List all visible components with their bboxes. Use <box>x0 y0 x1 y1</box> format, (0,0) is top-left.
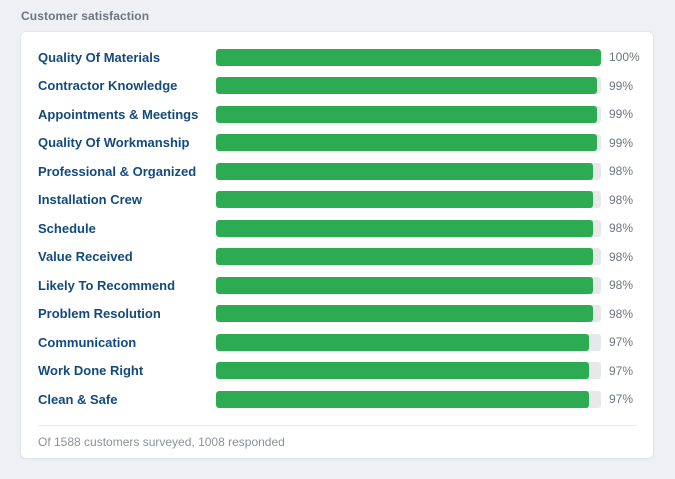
value-label: 98% <box>609 164 634 179</box>
footer-divider <box>38 424 637 426</box>
value-label: 98% <box>609 192 634 207</box>
value-label: 97% <box>609 363 634 378</box>
bar-track <box>216 77 601 95</box>
bar[interactable] <box>216 362 590 380</box>
bar[interactable] <box>216 219 594 237</box>
bar-row: Value Received 98% <box>38 243 637 272</box>
category-label: Schedule <box>38 220 96 236</box>
bar[interactable] <box>216 191 594 209</box>
bar-track <box>216 276 601 294</box>
value-label: 98% <box>609 221 634 236</box>
category-label: Appointments & Meetings <box>38 106 199 122</box>
category-label: Quality Of Materials <box>38 49 161 65</box>
value-label: 99% <box>609 78 634 93</box>
category-label: Installation Crew <box>38 192 143 208</box>
bar-track <box>216 248 601 266</box>
bar-row: Clean & Safe 97% <box>38 385 637 414</box>
bar-track <box>216 219 601 237</box>
category-label: Contractor Knowledge <box>38 78 178 94</box>
bar-row: Appointments & Meetings 99% <box>38 100 637 129</box>
bar[interactable] <box>216 305 594 323</box>
bar-track <box>216 362 601 380</box>
bar-row: Likely To Recommend 98% <box>38 271 637 300</box>
bar[interactable] <box>216 162 594 180</box>
bar[interactable] <box>216 248 594 266</box>
survey-note: Of 1588 customers surveyed, 1008 respond… <box>38 434 285 449</box>
bar-row: Problem Resolution 98% <box>38 300 637 329</box>
bar-track <box>216 191 601 209</box>
bar[interactable] <box>216 333 590 351</box>
bar-row: Professional & Organized 98% <box>38 157 637 186</box>
bar-row: Quality Of Workmanship 99% <box>38 129 637 158</box>
value-label: 98% <box>609 249 634 264</box>
satisfaction-chart-card: Quality Of Materials 100% Contractor Knowl… <box>20 31 654 459</box>
value-label: 99% <box>609 107 634 122</box>
bar[interactable] <box>216 77 598 95</box>
bar[interactable] <box>216 390 590 408</box>
bar[interactable] <box>216 276 594 294</box>
bar-track <box>216 134 601 152</box>
category-label: Value Received <box>38 249 133 265</box>
bar-row: Communication 97% <box>38 328 637 357</box>
bar[interactable] <box>216 134 598 152</box>
bar-row: Contractor Knowledge 99% <box>38 72 637 101</box>
category-label: Quality Of Workmanship <box>38 135 190 151</box>
bar-track <box>216 162 601 180</box>
bar-track <box>216 105 601 123</box>
bar-row: Installation Crew 98% <box>38 186 637 215</box>
bar[interactable] <box>216 48 601 66</box>
page-title: Customer satisfaction <box>21 9 150 23</box>
bar-row: Quality Of Materials 100% <box>38 43 640 72</box>
value-label: 98% <box>609 306 634 321</box>
bar-track <box>216 390 601 408</box>
bar-row: Schedule 98% <box>38 214 637 243</box>
category-label: Work Done Right <box>38 363 144 379</box>
category-label: Communication <box>38 334 137 350</box>
category-label: Professional & Organized <box>38 163 197 179</box>
value-label: 99% <box>609 135 634 150</box>
value-label: 97% <box>609 392 634 407</box>
value-label: 97% <box>609 335 634 350</box>
bar-track <box>216 333 601 351</box>
category-label: Likely To Recommend <box>38 277 176 293</box>
bar[interactable] <box>216 105 598 123</box>
bar-track <box>216 305 601 323</box>
bar-track <box>216 48 601 66</box>
value-label: 100% <box>609 50 640 65</box>
value-label: 98% <box>609 278 634 293</box>
category-label: Problem Resolution <box>38 306 161 322</box>
category-label: Clean & Safe <box>38 391 118 407</box>
bar-chart: Quality Of Materials 100% Contractor Knowl… <box>21 32 653 414</box>
bar-row: Work Done Right 97% <box>38 357 637 386</box>
